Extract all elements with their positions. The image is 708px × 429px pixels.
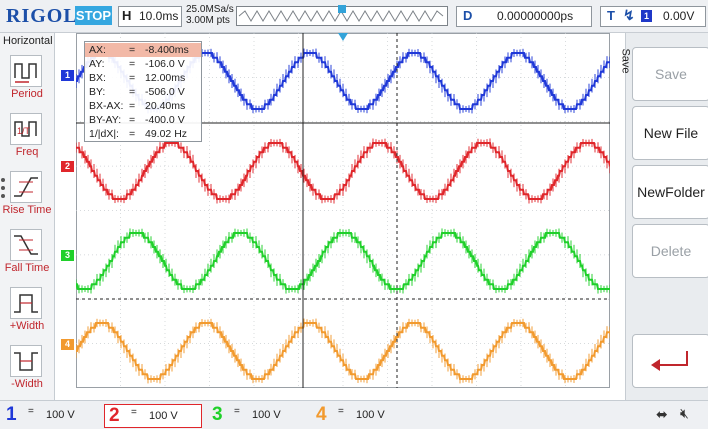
save-menu: Save Save New File NewFolder Delete [620,33,708,400]
cursor-row-bx: BX: = 12.00ms [89,72,186,84]
channel-scale: 100 V [356,409,385,421]
timebase-label: H [122,8,132,23]
menu-item-period[interactable]: Period [0,55,54,111]
menu-item-label: Freq [15,146,39,158]
positive-width-icon [10,287,42,319]
rise-time-icon [10,171,42,203]
dc-coupling-icon: = [234,406,240,417]
channel-1-tab[interactable]: 1 = 100 V [2,404,98,426]
menu-item-label: +Width [9,320,45,332]
trigger-source: 1 [641,10,652,22]
trigger-position-marker[interactable] [338,5,346,13]
cursor-row-by: BY: = -506.0 V [89,86,185,98]
channel-status-bar: 1 = 100 V 2 = 100 V 3 = 100 V 4 = 100 V … [0,400,708,429]
channel-number: 4 [316,404,327,425]
menu-title: Save [619,48,632,74]
menu-item-negative-width[interactable]: -Width [0,345,54,401]
return-arrow-icon [651,351,688,371]
trigger-label: T [607,8,615,23]
page-indicator-dot [1,194,5,198]
new-file-button[interactable]: New File [632,106,708,160]
delete-button[interactable]: Delete [632,224,708,278]
menu-item-positive-width[interactable]: +Width [0,287,54,343]
svg-text:1/T: 1/T [17,126,31,136]
trigger-level: 0.00V [663,9,695,23]
delay-value: 0.00000000ps [497,9,574,23]
channel-4-trace [76,322,610,380]
channel-scale: 100 V [252,409,281,421]
menu-item-freq[interactable]: 1/T Freq [0,113,54,169]
channel-number: 1 [6,404,17,425]
negative-width-icon [10,345,42,377]
menu-item-label: Fall Time [4,262,50,274]
save-button[interactable]: Save [632,47,708,101]
menu-item-label: Rise Time [2,204,52,216]
menu-item-label: Period [11,88,43,100]
dc-coupling-icon: = [131,407,137,418]
channel-number: 2 [109,405,120,426]
delay-display[interactable]: D 0.00000000ps [456,6,592,27]
channel-number: 3 [212,404,223,425]
trigger-time-marker [338,33,348,41]
sample-rate: 25.0MSa/s [186,4,234,15]
waveform-canvas [76,33,610,388]
page-indicator-dot [1,178,5,182]
channel-1-marker[interactable]: 1 [61,70,74,81]
fall-time-icon [10,229,42,261]
cursor-row-bx-ax: BX-AX: = 20.40ms [89,100,186,112]
channel-4-marker[interactable]: 4 [61,339,74,350]
timebase-display[interactable]: H 10.0ms [118,6,182,27]
channel-scale: 100 V [46,409,75,421]
channel-4-tab[interactable]: 4 = 100 V [312,404,408,426]
channel-3-tab[interactable]: 3 = 100 V [208,404,304,426]
freq-icon: 1/T [10,113,42,145]
menu-item-label: -Width [11,378,43,390]
acquisition-info: 25.0MSa/s 3.00M pts [186,4,234,26]
return-button[interactable] [632,334,708,388]
cursor-row-inv-dx: 1/|dX|: = 49.02 Hz [89,128,188,140]
brand-logo: RIGOL [6,5,78,27]
page-indicator-dot [1,186,5,190]
mute-icon: 🔇︎ [680,406,689,422]
cursor-row-ay: AY: = -106.0 V [89,58,185,70]
run-stop-badge[interactable]: STOP [75,6,112,25]
rising-edge-icon: ↯ [623,7,635,23]
usb-icon: ⬌ [656,407,668,423]
dc-coupling-icon: = [338,406,344,417]
channel-3-marker[interactable]: 3 [61,250,74,261]
memory-depth: 3.00M pts [186,15,230,26]
trigger-display[interactable]: T ↯ 1 0.00V [600,6,706,27]
cursor-row-ax: AX: = -8.400ms [85,43,201,57]
delay-label: D [463,8,473,23]
horizontal-menu: Horizontal Period 1/T Freq Rise Time Fal… [0,33,55,400]
menu-title: Horizontal [3,35,53,47]
dc-coupling-icon: = [28,406,34,417]
period-icon [10,55,42,87]
channel-2-marker[interactable]: 2 [61,161,74,172]
menu-item-fall-time[interactable]: Fall Time [0,229,54,285]
cursor-row-by-ay: BY-AY: = -400.0 V [89,114,185,126]
channel-2-tab[interactable]: 2 = 100 V [104,404,202,428]
channel-scale: 100 V [149,410,178,422]
top-status-bar: RIGOL STOP H 10.0ms 25.0MSa/s 3.00M pts … [0,0,708,33]
new-folder-button[interactable]: NewFolder [632,165,708,219]
menu-item-rise-time[interactable]: Rise Time [0,171,54,227]
timebase-value: 10.0ms [139,9,179,23]
cursor-readout-panel: AX: = -8.400ms AY: = -106.0 V BX: = 12.0… [84,41,202,142]
